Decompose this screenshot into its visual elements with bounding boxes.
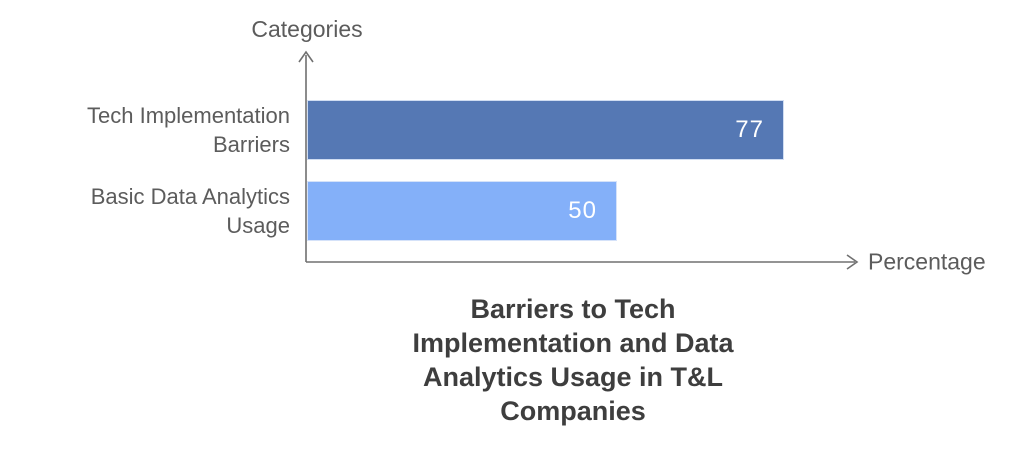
right-arrowhead-icon [846, 254, 859, 270]
bar-value-label: 77 [735, 116, 764, 143]
category-label-0: Tech Implementation Barriers [0, 101, 290, 159]
y-axis-title: Categories [251, 16, 363, 42]
chart-title-line: Implementation and Data [412, 328, 734, 358]
up-arrowhead-icon [298, 50, 314, 63]
chart-title-line: Companies [500, 396, 646, 426]
category-label-1: Basic Data Analytics Usage [0, 182, 290, 240]
category-label-line: Basic Data Analytics [90, 184, 290, 209]
category-label-line: Usage [226, 213, 290, 238]
bar-value-label: 50 [568, 197, 597, 224]
chart-title: Barriers to Tech Implementation and Data… [412, 292, 733, 428]
bar-0: 77 [307, 100, 784, 160]
chart-title-line: Barriers to Tech [470, 294, 676, 324]
category-label-line: Barriers [212, 132, 290, 157]
chart-title-line: Analytics Usage in T&L [422, 362, 724, 392]
x-axis-title: Percentage [868, 248, 986, 275]
bar-1: 50 [307, 181, 617, 241]
category-label-line: Tech Implementation [87, 103, 290, 128]
